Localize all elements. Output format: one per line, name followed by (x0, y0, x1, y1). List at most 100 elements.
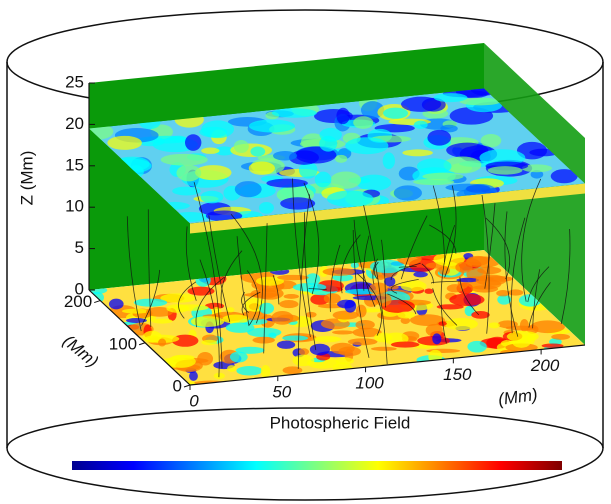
heatmap-blob (319, 135, 338, 152)
heatmap-blob (497, 294, 512, 305)
heatmap-blob (530, 170, 544, 179)
heatmap-blob (272, 151, 298, 161)
field-line (303, 182, 320, 295)
heatmap-blob (332, 310, 359, 320)
heatmap-blob (443, 156, 482, 174)
heatmap-blob (259, 302, 275, 314)
heatmap-blob (487, 166, 523, 175)
field-line (390, 279, 419, 294)
field-line (193, 181, 223, 369)
heatmap-blob (370, 346, 397, 351)
heatmap-blob (353, 116, 374, 129)
field-line (484, 203, 496, 289)
x-tick-label: 0 (189, 391, 199, 410)
z-tick-label: 5 (75, 238, 84, 257)
heatmap-blob (330, 171, 362, 189)
x-tick-label: 50 (272, 383, 291, 402)
field-line (521, 178, 542, 302)
heatmap-blob (235, 346, 265, 354)
slab-edge (190, 183, 585, 234)
field-line (362, 235, 370, 291)
heatmap-blob (176, 164, 202, 182)
heatmap-blob (400, 280, 427, 292)
y-tick (94, 300, 101, 304)
z-tick-label: 20 (65, 114, 84, 133)
heatmap-blob (298, 348, 310, 356)
x-tick-label: 150 (443, 365, 472, 384)
heatmap-blob (108, 298, 124, 310)
heatmap-blob (283, 294, 299, 299)
field-line (372, 258, 378, 285)
field-line (432, 288, 458, 326)
heatmap-blob (382, 152, 396, 170)
top-plane (89, 88, 585, 224)
heatmap-blob (234, 181, 262, 198)
heatmap-blob (438, 266, 450, 276)
heatmap-blob (201, 120, 235, 139)
heatmap-blob (121, 308, 150, 314)
field-line (263, 223, 268, 354)
heatmap-blob (225, 322, 255, 333)
heatmap-blob (89, 122, 114, 141)
heatmap-blob (276, 340, 296, 349)
heatmap-blob (551, 333, 571, 340)
field-line (272, 275, 280, 305)
heatmap-blob (393, 185, 422, 201)
heatmap-blob (369, 282, 389, 295)
field-line (421, 263, 434, 284)
heatmap-blob (298, 161, 318, 179)
heatmap-blob (258, 202, 274, 214)
field-line (126, 216, 142, 332)
colorbar (72, 461, 562, 470)
y-tick (183, 384, 191, 388)
heatmap-blob (427, 129, 452, 146)
heatmap-blob (172, 186, 201, 196)
field-line (199, 259, 220, 378)
field-line (236, 236, 250, 327)
heatmap-blob (424, 288, 434, 294)
heatmap-blob (332, 330, 354, 335)
heatmap-blob (550, 169, 578, 184)
heatmap-blob (455, 261, 473, 273)
heatmap-blob (421, 97, 446, 112)
heatmap-blob (416, 158, 452, 175)
heatmap-blob (271, 310, 294, 325)
heatmap-blob (506, 330, 539, 343)
field-line (504, 211, 519, 337)
heatmap-blob (195, 165, 232, 181)
heatmap-blob (200, 190, 224, 204)
heatmap-blob (356, 174, 392, 191)
field-line (230, 213, 263, 324)
heatmap-blob (260, 365, 271, 378)
heatmap-blob (233, 140, 249, 154)
heatmap-blob (277, 274, 309, 281)
heatmap-blob (255, 276, 284, 286)
field-line (390, 262, 421, 280)
heatmap-blob (413, 120, 428, 130)
heatmap-blob (370, 259, 405, 274)
heatmap-blob (205, 210, 243, 222)
heatmap-blob (250, 146, 266, 157)
x-tick-label: 100 (355, 374, 384, 393)
bottom-plane (89, 250, 585, 385)
heatmap-blob (301, 133, 326, 151)
heatmap-blob (201, 147, 220, 154)
heatmap-blob (413, 178, 455, 186)
field-line (459, 276, 480, 316)
heatmap-blob (248, 161, 275, 175)
field-line (208, 215, 231, 322)
field-line (195, 276, 225, 328)
heatmap-blob (413, 271, 428, 278)
heatmap-blob (446, 142, 489, 158)
heatmap-blob (383, 107, 409, 119)
field-line (329, 244, 341, 312)
heatmap-blob (422, 172, 464, 181)
heatmap-blob (288, 150, 319, 165)
heatmap-blob (376, 274, 385, 280)
heatmap-blob (271, 108, 317, 118)
heatmap-blob (425, 323, 443, 337)
heatmap-blob (248, 119, 296, 133)
field-line (485, 217, 510, 280)
field-line (528, 282, 551, 328)
